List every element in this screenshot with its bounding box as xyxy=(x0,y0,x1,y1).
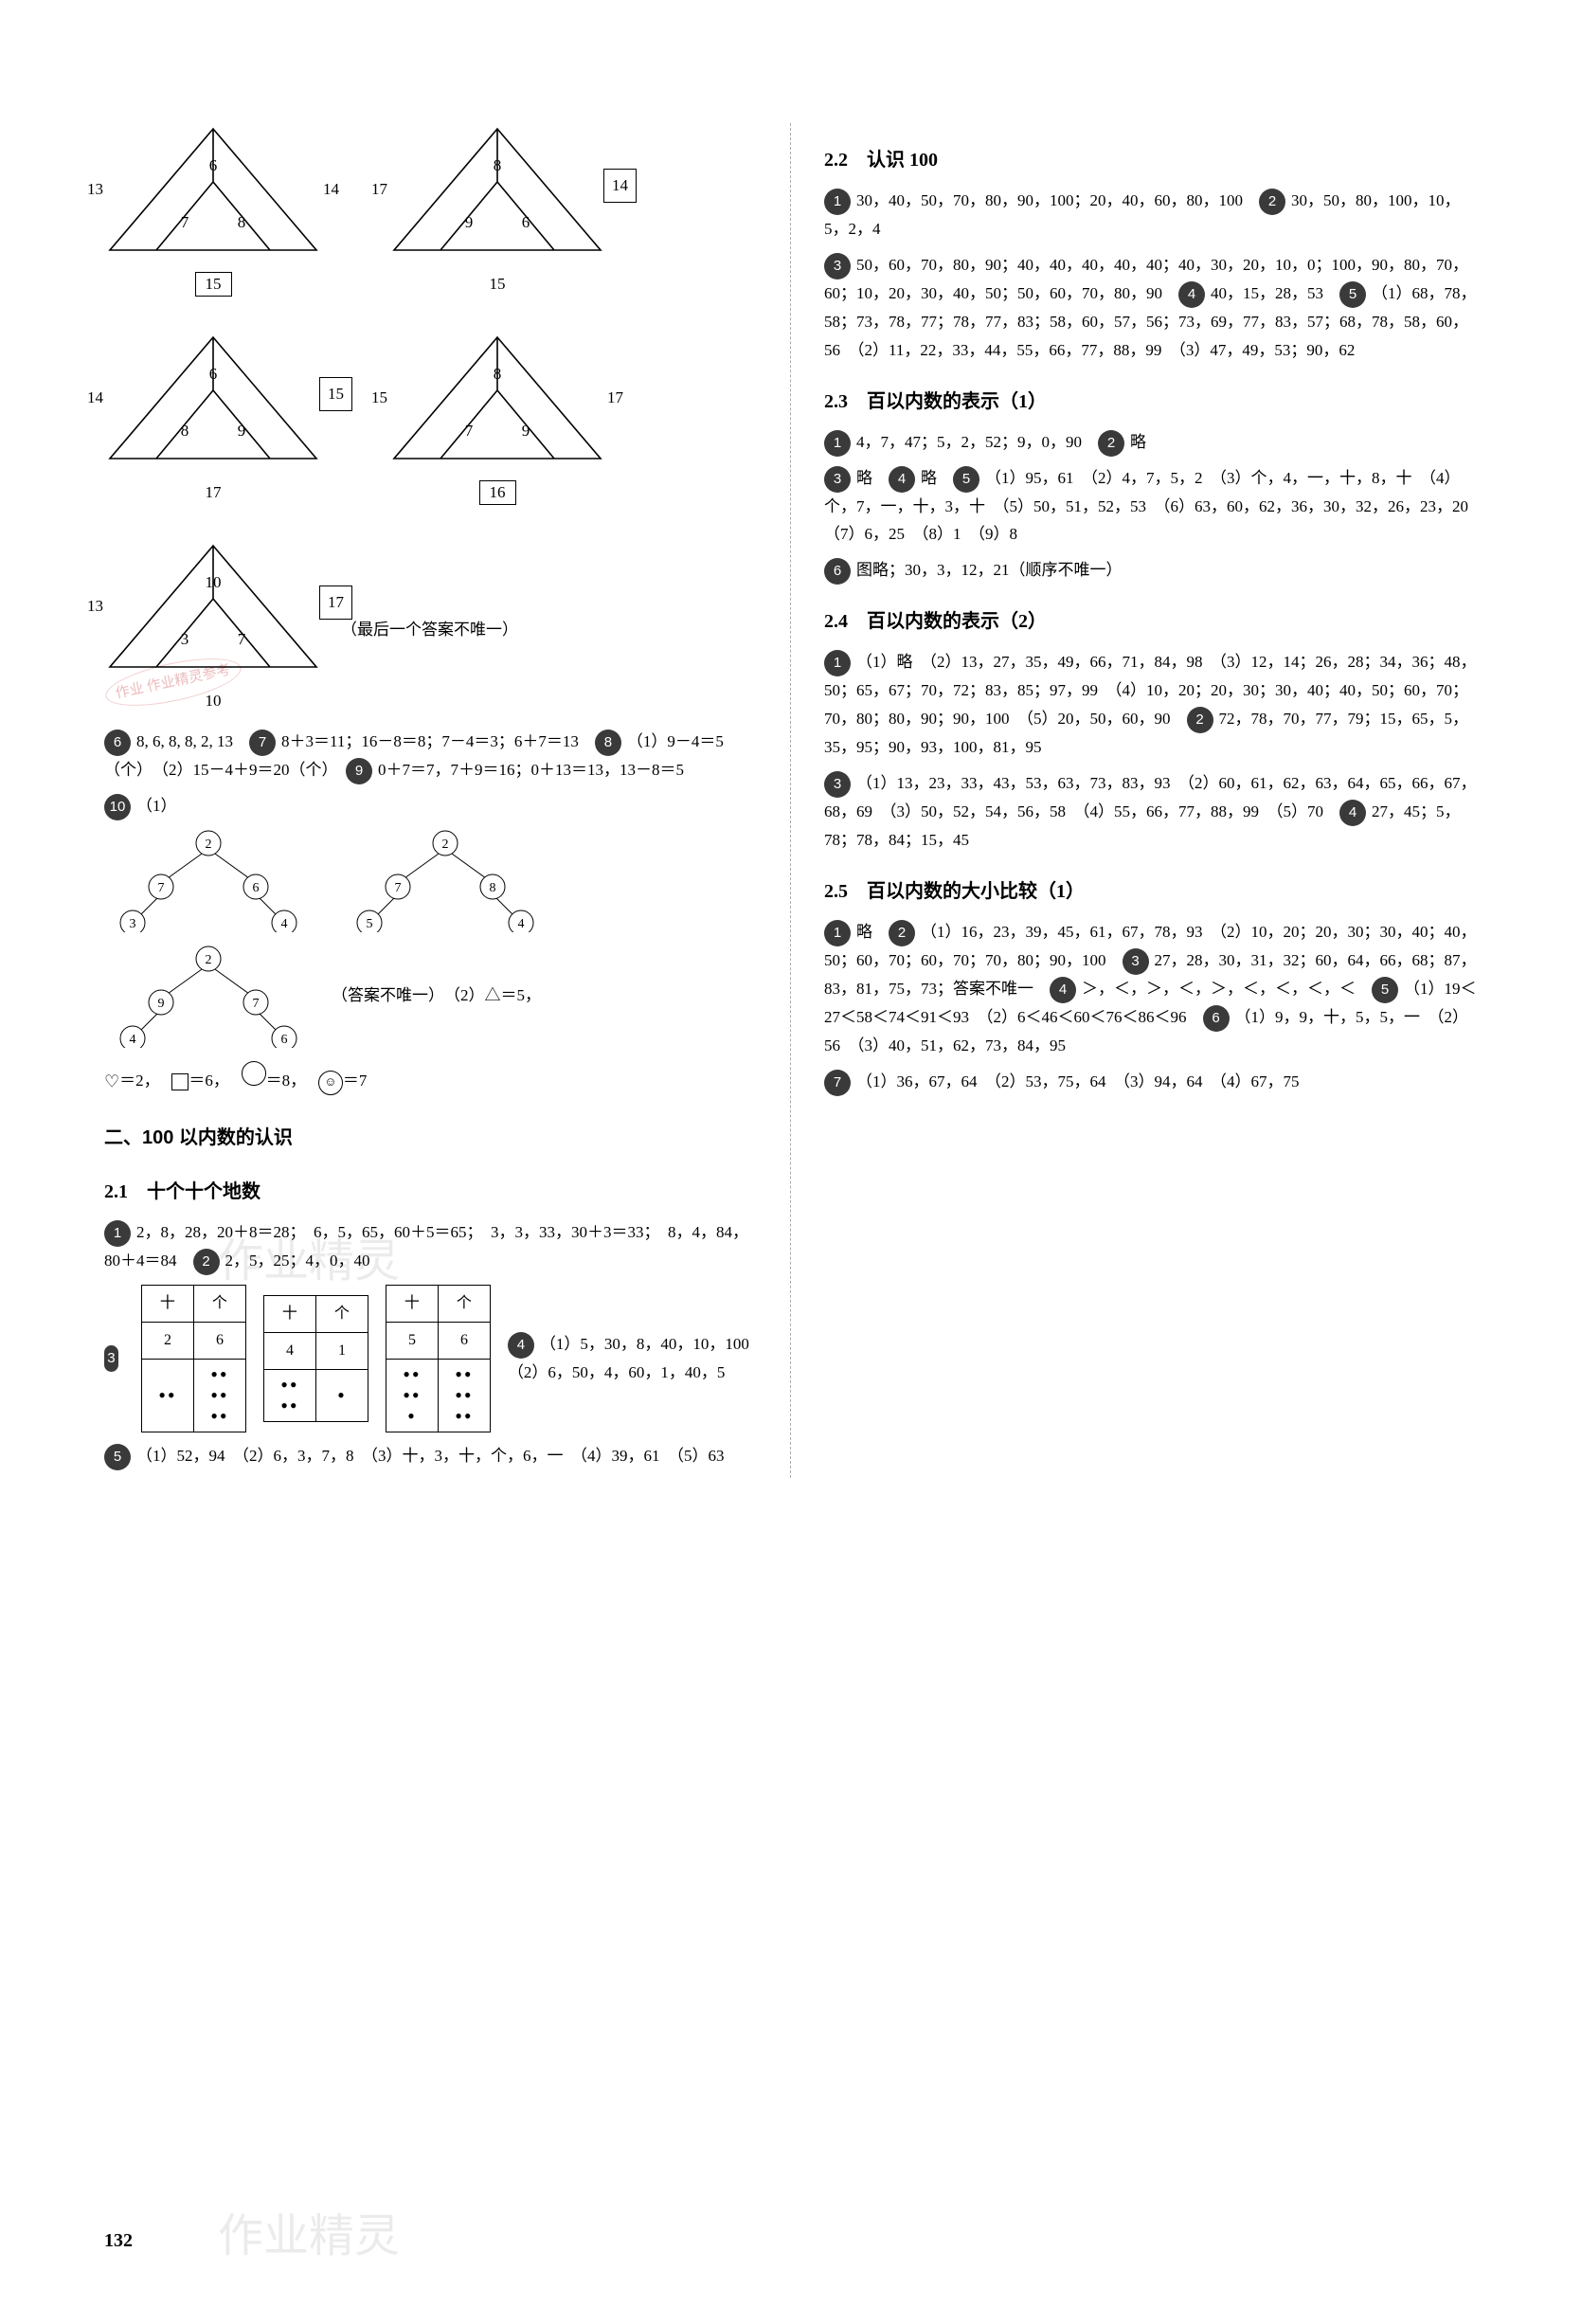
svg-text:9: 9 xyxy=(522,422,530,440)
svg-text:4: 4 xyxy=(518,917,525,931)
svg-text:10: 10 xyxy=(206,573,222,591)
q6-line: 68, 6, 8, 8, 2, 13 78＋3＝11；16－8＝8；7－4＝3；… xyxy=(104,728,757,784)
square-icon xyxy=(171,1073,189,1090)
circle-icon xyxy=(242,1061,266,1086)
badge-7: 7 xyxy=(249,730,276,756)
svg-text:6: 6 xyxy=(209,156,218,174)
svg-text:6: 6 xyxy=(209,365,218,383)
svg-text:8: 8 xyxy=(494,156,502,174)
triangle-5: 10 3 7 13 17 10 xyxy=(104,540,322,720)
triangle-2: 8 9 6 17 14 15 xyxy=(388,123,606,303)
badge-10: 10 xyxy=(104,794,131,820)
svg-text:3: 3 xyxy=(181,630,189,648)
section-24-title: 2.4 百以内数的表示（2） xyxy=(824,605,1477,639)
svg-text:8: 8 xyxy=(494,365,502,383)
svg-text:4: 4 xyxy=(281,917,288,931)
column-layout: 6 7 8 13 14 15 8 9 6 17 14 15 xyxy=(104,123,1477,1478)
svg-text:4: 4 xyxy=(130,1033,136,1047)
svg-text:7: 7 xyxy=(181,213,189,231)
pv-table-3: 十个 56 •• •• ••• •• •• xyxy=(386,1285,491,1432)
tri-side-right: 14 xyxy=(323,175,339,204)
svg-text:7: 7 xyxy=(238,630,246,648)
s21-q1: 12，8，28，20＋8＝28； 6，5，65，60＋5＝65； 3，3，33，… xyxy=(104,1218,757,1275)
triangle-row-2: 6 8 9 14 15 17 8 7 9 15 17 16 xyxy=(104,332,757,512)
triangle-svg: 6 7 8 xyxy=(104,123,322,256)
badge-5: 5 xyxy=(104,1444,131,1470)
page-number: 132 xyxy=(104,2225,133,2258)
tree-diagram-row1: 2 7 6 3 4 2 7 8 5 4 xyxy=(104,828,559,932)
left-column: 6 7 8 13 14 15 8 9 6 17 14 15 xyxy=(104,123,791,1478)
tri-below: 15 xyxy=(104,270,322,298)
svg-text:9: 9 xyxy=(238,422,246,440)
symbols-line: ♡＝2， ＝6， ＝8， ☺＝7 xyxy=(104,1061,757,1097)
badge-4: 4 xyxy=(508,1332,534,1359)
svg-text:8: 8 xyxy=(238,213,246,231)
svg-text:2: 2 xyxy=(442,838,449,852)
svg-text:9: 9 xyxy=(158,997,165,1011)
right-column: 2.2 认识 100 130，40，50，70，80，90，100；20，40，… xyxy=(791,123,1477,1478)
svg-text:8: 8 xyxy=(490,881,496,895)
svg-text:6: 6 xyxy=(253,881,260,895)
triangle-row-1: 6 7 8 13 14 15 8 9 6 17 14 15 xyxy=(104,123,757,303)
section-23-title: 2.3 百以内数的表示（1） xyxy=(824,386,1477,419)
svg-text:7: 7 xyxy=(158,881,165,895)
svg-text:6: 6 xyxy=(522,213,530,231)
heart-icon: ♡ xyxy=(104,1072,119,1091)
svg-text:7: 7 xyxy=(395,881,402,895)
triangle-3: 6 8 9 14 15 17 xyxy=(104,332,322,512)
svg-text:2: 2 xyxy=(206,953,212,967)
tree-note: （答案不唯一） （2）△＝5， xyxy=(332,982,541,1010)
section-22-title: 2.2 认识 100 xyxy=(824,144,1477,177)
svg-text:2: 2 xyxy=(206,838,212,852)
place-value-tables: 3 十个 26 •••• •• •• 十个 41 •• ••• 十个 56 ••… xyxy=(104,1285,757,1432)
watermark-2: 作业精灵 xyxy=(218,2197,400,2277)
svg-text:7: 7 xyxy=(253,997,260,1011)
triangle-4: 8 7 9 15 17 16 xyxy=(388,332,606,512)
badge-6: 6 xyxy=(104,730,131,756)
page: 作业精灵 作业精灵 作业 作业精灵参考 6 7 8 13 14 15 xyxy=(0,0,1581,2324)
badge-3: 3 xyxy=(104,1345,118,1372)
svg-text:8: 8 xyxy=(181,422,189,440)
smile-icon: ☺ xyxy=(318,1071,343,1095)
badge-2: 2 xyxy=(193,1249,220,1275)
badge-9: 9 xyxy=(346,758,372,784)
svg-text:6: 6 xyxy=(281,1033,288,1047)
pv-table-2: 十个 41 •• ••• xyxy=(263,1295,368,1422)
badge-1: 1 xyxy=(104,1220,131,1247)
section-21-title: 2.1 十个十个地数 xyxy=(104,1176,757,1209)
s21-q5: 5（1）52，94 （2）6，3，7，8 （3）十，3，十，个，6，一 （4）3… xyxy=(104,1442,757,1470)
svg-text:9: 9 xyxy=(465,213,474,231)
section-2-title: 二、100 以内数的认识 xyxy=(104,1122,757,1155)
triangle-1: 6 7 8 13 14 15 xyxy=(104,123,322,303)
svg-text:5: 5 xyxy=(367,917,373,931)
triangle-row-3: 10 3 7 13 17 10 （最后一个答案不唯一） xyxy=(104,540,757,720)
svg-text:3: 3 xyxy=(130,917,136,931)
pv-table-1: 十个 26 •••• •• •• xyxy=(141,1285,246,1432)
section-25-title: 2.5 百以内数的大小比较（1） xyxy=(824,875,1477,909)
tree-row2: 2 9 7 4 6 （答案不唯一） （2）△＝5， xyxy=(104,938,757,1054)
badge-8: 8 xyxy=(595,730,621,756)
triangle-note: （最后一个答案不唯一） xyxy=(341,616,518,644)
tri-side-left: 13 xyxy=(87,175,103,204)
q10-label: 10（1） xyxy=(104,792,757,820)
svg-text:7: 7 xyxy=(465,422,474,440)
tree-diagram-3: 2 9 7 4 6 xyxy=(104,944,313,1048)
